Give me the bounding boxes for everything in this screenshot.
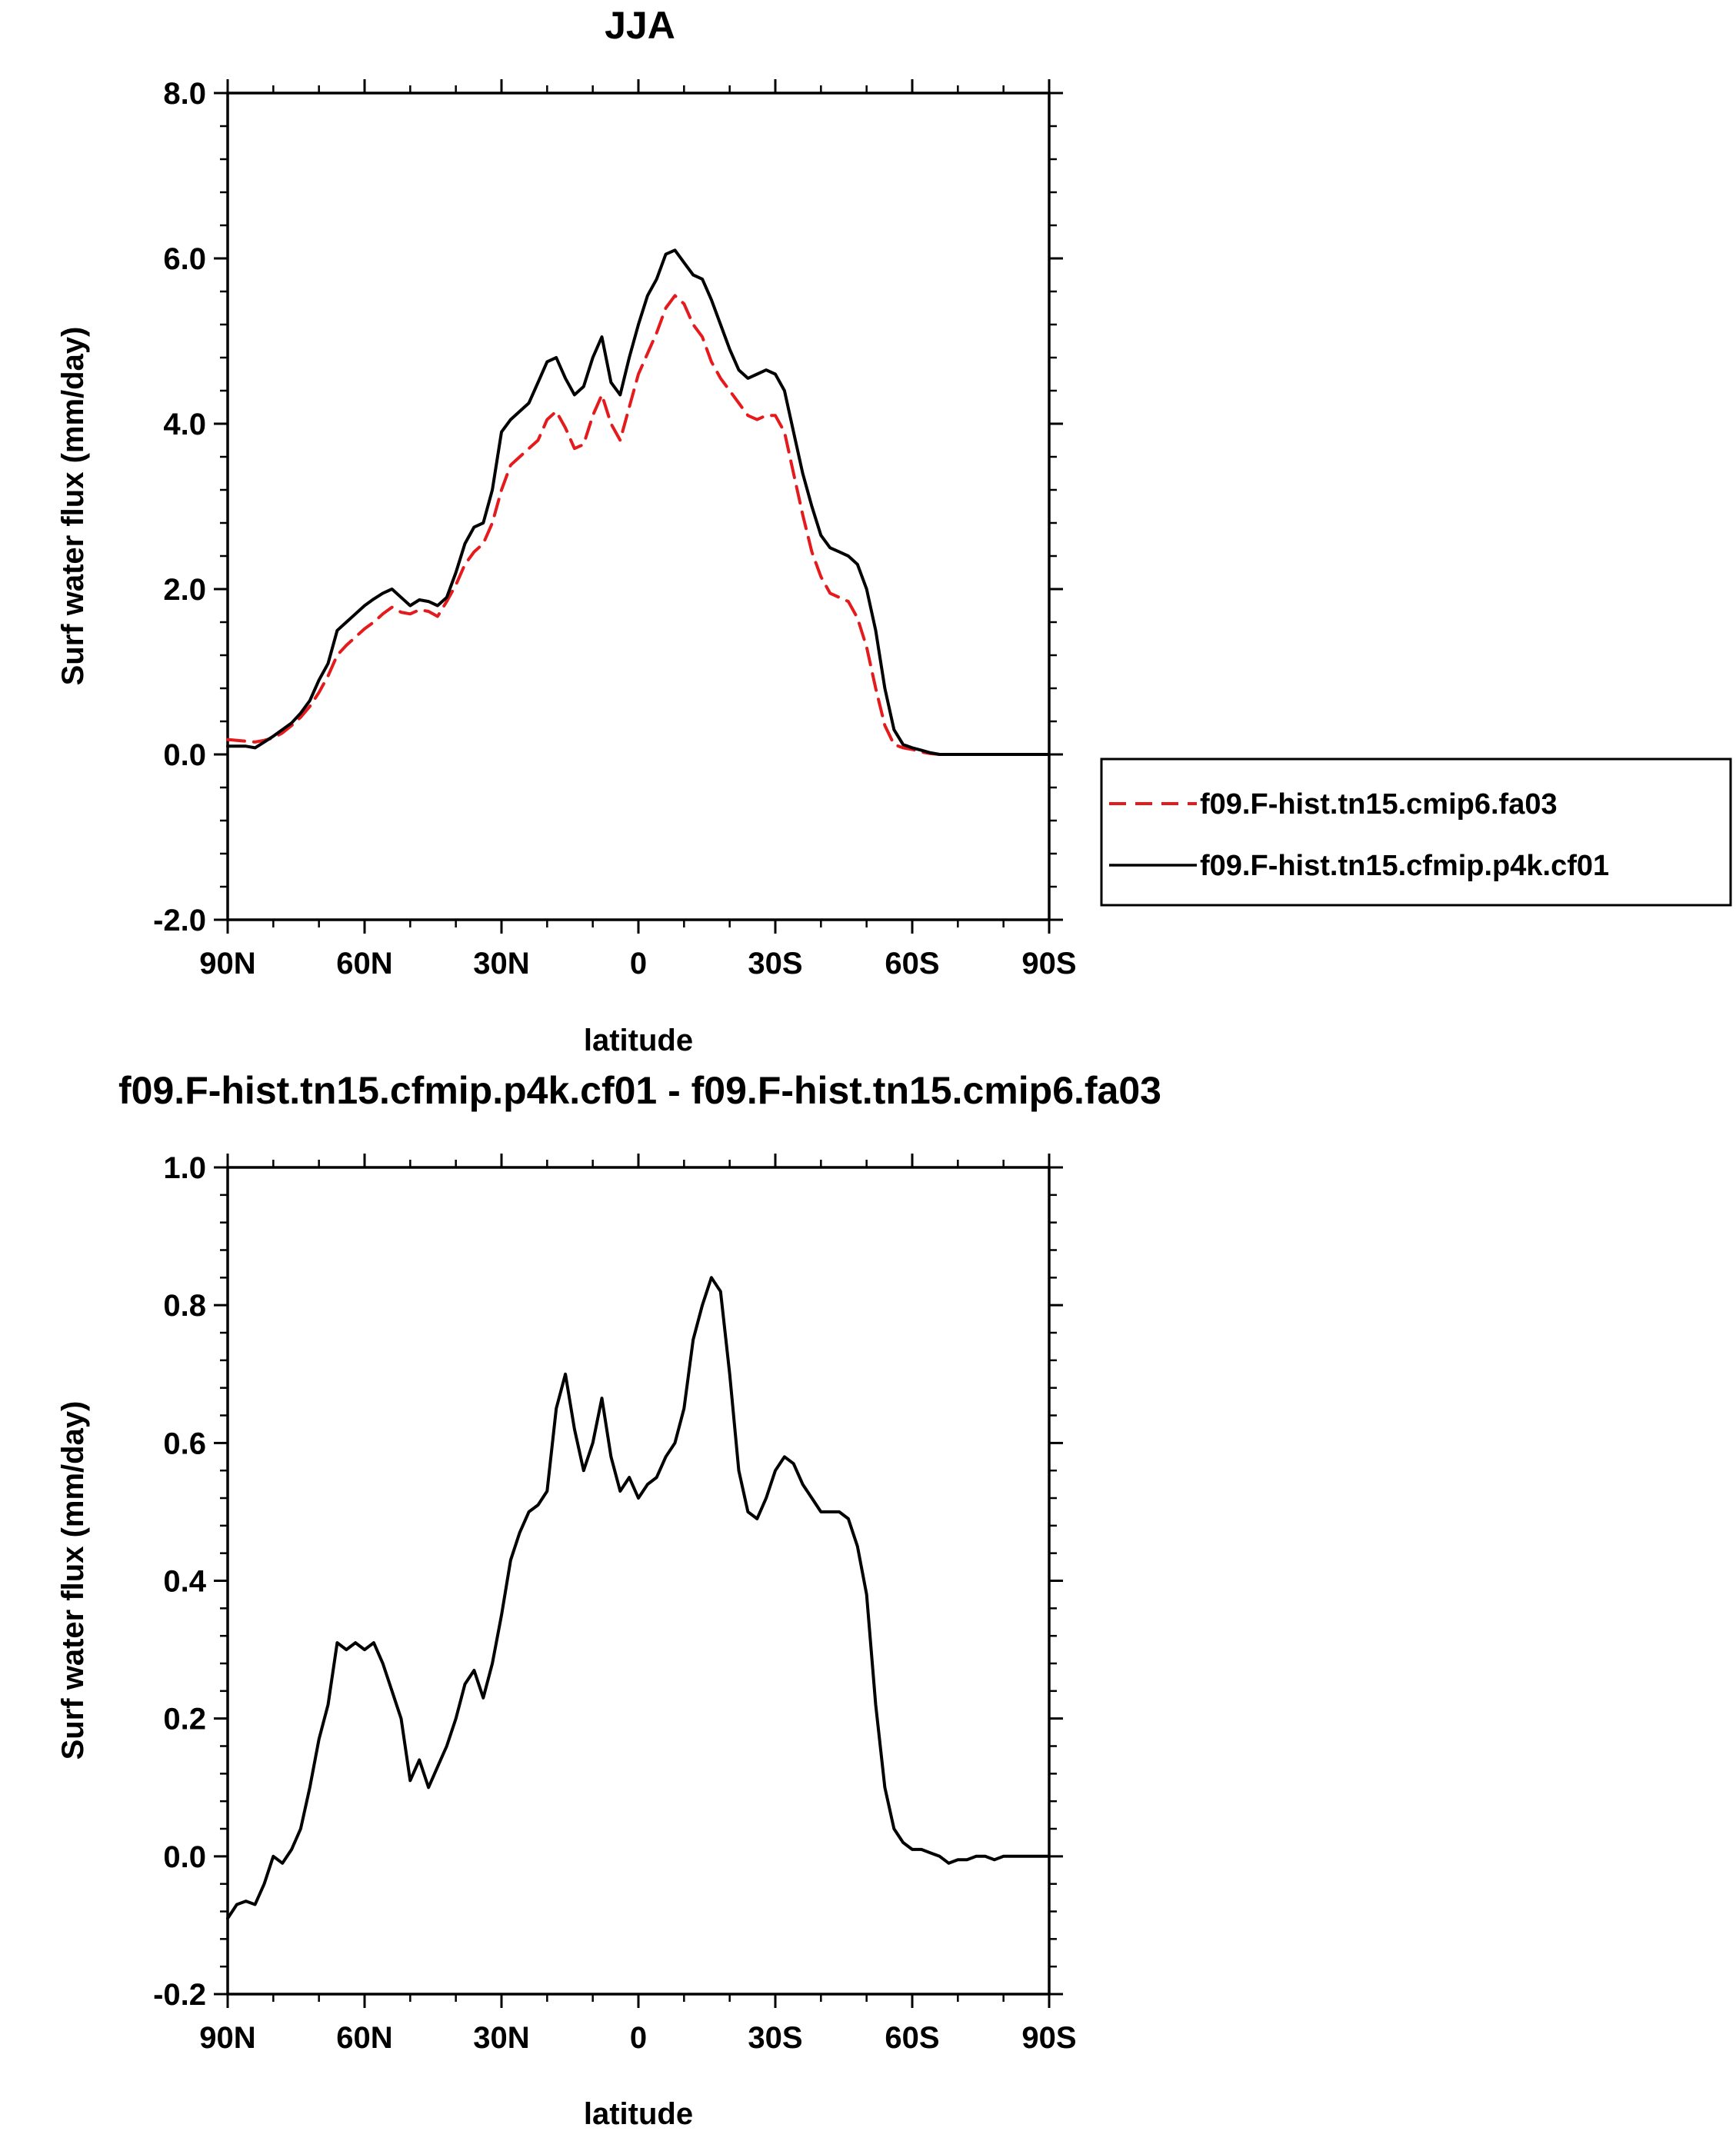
- y-tick-label: 0.4: [163, 1565, 206, 1599]
- y-tick-label: 2.0: [163, 573, 206, 607]
- plot-frame-2: [226, 1166, 1051, 1996]
- x-axis-label: latitude: [584, 1024, 693, 1057]
- x-tick-label: 30N: [473, 2021, 529, 2055]
- legend-label-1: f09.F-hist.tn15.cfmip.p4k.cf01: [1200, 850, 1609, 882]
- x-tick-label: 90N: [199, 2021, 255, 2055]
- x-tick-label: 90N: [199, 947, 255, 981]
- legend-box: [1100, 758, 1732, 907]
- y-tick-label: 0.0: [163, 738, 206, 772]
- series-line-0-0: [226, 294, 1051, 756]
- chart-title: JJA: [605, 4, 675, 47]
- difference-chart-title: f09.F-hist.tn15.cfmip.p4k.cf01 - f09.F-h…: [118, 1069, 1161, 1112]
- x-tick-label: 30S: [748, 2021, 802, 2055]
- y-tick-label: -0.2: [153, 1978, 206, 2012]
- x-tick-label: 90S: [1021, 2021, 1076, 2055]
- x-tick-label: 60S: [885, 2021, 939, 2055]
- y-tick-label: 0.6: [163, 1427, 206, 1460]
- x-tick-label: 0: [630, 2021, 647, 2055]
- x-tick-label: 60N: [336, 2021, 392, 2055]
- y-tick-label: -2.0: [153, 904, 206, 937]
- x-tick-label: 90S: [1021, 947, 1076, 981]
- legend-label-0: f09.F-hist.tn15.cmip6.fa03: [1200, 788, 1558, 821]
- series-line-0-1: [226, 248, 1051, 756]
- plot-frame: [226, 92, 1051, 921]
- x-tick-label: 30N: [473, 947, 529, 981]
- y-tick-label: 6.0: [163, 242, 206, 276]
- y-tick-label: 0.8: [163, 1289, 206, 1323]
- y-axis-label: Surf water flux (mm/day): [56, 327, 90, 686]
- bottom-panel: f09.F-hist.tn15.cfmip.p4k.cf01 - f09.F-h…: [56, 1069, 1161, 2131]
- y-axis-label-2: Surf water flux (mm/day): [56, 1401, 90, 1760]
- legend: f09.F-hist.tn15.cmip6.fa03 f09.F-hist.tn…: [1100, 758, 1732, 907]
- y-tick-label: 1.0: [163, 1151, 206, 1185]
- y-tick-label: 4.0: [163, 408, 206, 441]
- series-line-1-0: [226, 1276, 1051, 1920]
- top-panel: JJA -2.0 0.0 2.0 4.0 6.0 8.0 90N 60N 30N 0 30S 60S 9…: [56, 4, 1732, 1057]
- x-tick-label: 60N: [336, 947, 392, 981]
- y-tick-label: 8.0: [163, 77, 206, 111]
- y-tick-label: 0.0: [163, 1840, 206, 1874]
- x-tick-label: 60S: [885, 947, 939, 981]
- x-axis-label-2: latitude: [584, 2097, 693, 2131]
- x-tick-label: 0: [630, 947, 647, 981]
- y-tick-label: 0.2: [163, 1703, 206, 1736]
- x-tick-label: 30S: [748, 947, 802, 981]
